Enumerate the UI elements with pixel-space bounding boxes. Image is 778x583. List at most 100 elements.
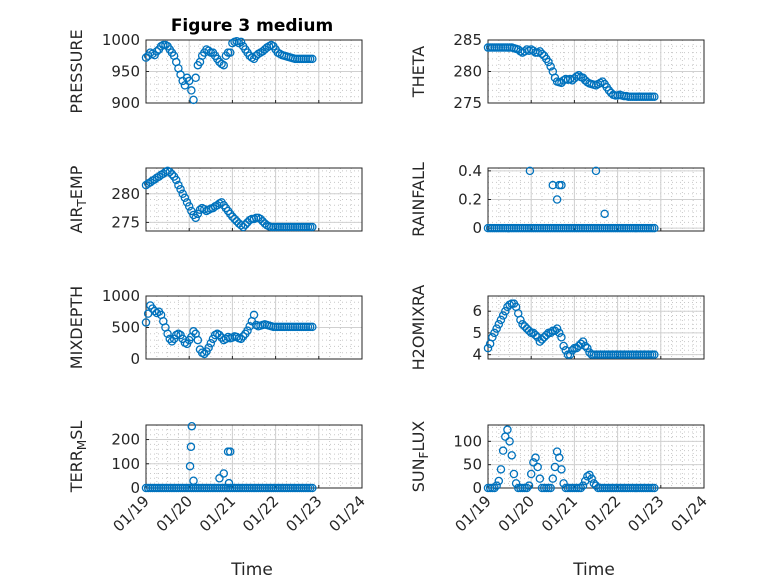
data-point-mixdepth xyxy=(204,343,213,352)
data-point-rainfall xyxy=(591,166,601,176)
data-point-sun-flux xyxy=(524,481,534,490)
y-tick-label: 950 xyxy=(111,63,140,81)
data-point-h2omixra xyxy=(490,328,499,338)
data-point-terr-msl xyxy=(189,476,198,485)
data-point-mixdepth xyxy=(189,327,198,336)
x-tick-label: 01/23 xyxy=(282,492,325,535)
data-point-air-temp xyxy=(154,172,164,181)
x-tick-label: 01/24 xyxy=(326,492,369,535)
data-point-theta xyxy=(574,71,583,80)
data-point-rainfall xyxy=(600,209,609,219)
data-point-h2omixra xyxy=(555,328,564,338)
data-point-sun-flux xyxy=(555,453,564,462)
y-tick-label: 100 xyxy=(453,432,482,450)
data-point-sun-flux xyxy=(576,483,586,493)
data-point-air-temp xyxy=(213,200,222,210)
data-point-rainfall xyxy=(557,180,566,190)
y-axis-label: H2OMIXRA xyxy=(409,285,428,371)
data-point-sun-flux xyxy=(505,437,514,446)
data-point-sun-flux xyxy=(522,483,532,493)
data-point-mixdepth xyxy=(308,322,317,332)
data-point-air-temp xyxy=(146,178,155,187)
y-tick-label: 1000 xyxy=(102,287,140,305)
data-point-h2omixra xyxy=(542,330,551,340)
data-point-h2omixra xyxy=(576,339,586,349)
data-point-sun-flux xyxy=(533,462,542,472)
data-point-h2omixra xyxy=(496,315,506,325)
data-point-terr-msl xyxy=(308,483,317,493)
data-point-air-temp xyxy=(171,175,181,185)
y-tick-label: 0 xyxy=(472,479,482,497)
data-point-pressure xyxy=(187,86,196,95)
data-point-h2omixra xyxy=(557,333,566,342)
x-tick-label: 01/21 xyxy=(196,492,239,535)
data-point-sun-flux xyxy=(503,425,512,434)
data-point-h2omixra xyxy=(494,319,504,329)
data-point-sun-flux xyxy=(511,479,521,488)
data-point-sun-flux xyxy=(587,474,596,483)
y-tick-label: 5 xyxy=(472,324,482,342)
x-tick-label: 01/22 xyxy=(239,492,282,535)
data-point-air-temp xyxy=(180,193,190,203)
data-point-terr-msl xyxy=(185,461,195,471)
data-point-h2omixra xyxy=(492,324,501,333)
data-point-pressure xyxy=(191,73,200,83)
subplot-theta: 275 280 285 THETA xyxy=(409,31,705,112)
data-point-h2omixra xyxy=(488,333,497,342)
data-point-mixdepth xyxy=(236,334,246,344)
data-point-mixdepth xyxy=(238,332,248,341)
subplot-air-temp: 275 280 AIRTEMP xyxy=(67,165,363,233)
y-tick-label: 0 xyxy=(472,219,482,237)
data-point-sun-flux xyxy=(589,479,599,488)
data-point-sun-flux xyxy=(492,481,501,490)
y-tick-label: 280 xyxy=(111,185,140,203)
data-point-air-temp xyxy=(178,189,187,199)
subplot-h2omixra: 4 5 6 H2OMIXRA xyxy=(409,285,705,371)
data-point-mixdepth xyxy=(243,326,252,335)
y-tick-label: 0.2 xyxy=(458,191,482,209)
data-point-mixdepth xyxy=(163,329,172,339)
data-point-air-temp xyxy=(241,220,250,229)
data-point-theta xyxy=(650,92,659,101)
data-point-sun-flux xyxy=(557,465,566,474)
y-tick-label: 285 xyxy=(453,31,482,49)
data-point-sun-flux xyxy=(526,469,536,479)
data-point-rainfall xyxy=(525,166,535,176)
data-point-terr-msl xyxy=(224,478,234,488)
data-point-h2omixra xyxy=(518,319,527,329)
y-tick-label: 275 xyxy=(453,94,482,112)
data-point-h2omixra xyxy=(498,311,508,320)
y-tick-label: 275 xyxy=(111,213,140,231)
data-point-sun-flux xyxy=(548,474,558,483)
data-point-air-temp xyxy=(200,204,209,214)
y-tick-label: 4 xyxy=(472,346,482,364)
data-point-air-temp xyxy=(176,184,185,194)
data-point-theta xyxy=(604,86,614,95)
data-point-terr-msl xyxy=(219,469,229,478)
data-point-air-temp xyxy=(256,214,265,224)
y-tick-label: 500 xyxy=(111,319,140,337)
data-point-rainfall xyxy=(548,180,558,190)
data-point-pressure xyxy=(141,53,151,62)
y-tick-label: 1000 xyxy=(102,31,140,49)
data-point-mixdepth xyxy=(217,333,226,342)
y-axis-label: SUNFLUX xyxy=(409,421,431,493)
data-point-pressure xyxy=(180,81,190,90)
data-point-mixdepth xyxy=(193,335,203,345)
y-tick-label: 900 xyxy=(111,94,140,112)
data-point-h2omixra xyxy=(552,324,562,333)
data-point-air-temp xyxy=(238,222,248,232)
y-tick-label: 6 xyxy=(472,302,482,320)
x-axis-label-right: Time xyxy=(572,560,615,580)
data-point-theta xyxy=(529,46,538,55)
data-point-air-temp xyxy=(184,202,194,211)
data-point-h2omixra xyxy=(539,333,549,342)
data-point-pressure xyxy=(236,37,246,47)
data-point-h2omixra xyxy=(531,330,540,340)
data-point-sun-flux xyxy=(559,479,568,488)
data-point-terr-msl xyxy=(186,442,196,452)
subplot-mixdepth: 0 500 1000 MIXDEPTH xyxy=(67,286,363,369)
data-point-h2omixra xyxy=(559,341,568,351)
y-tick-label: 0 xyxy=(130,479,140,497)
